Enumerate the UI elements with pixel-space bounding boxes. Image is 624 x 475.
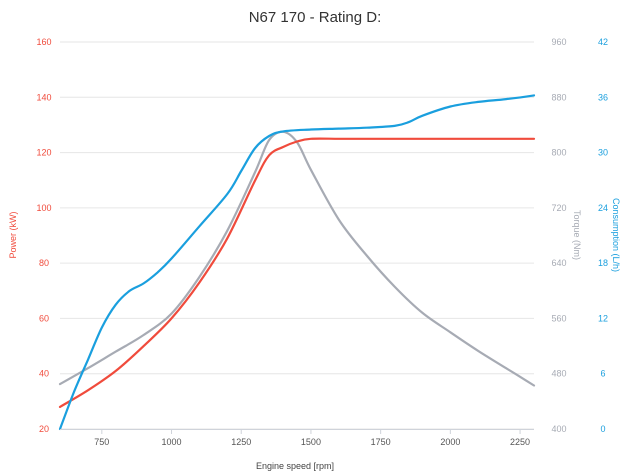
torque-tick-label: 960 [551,37,566,47]
x-tick-label: 2000 [440,437,460,447]
x-tick-label: 1250 [231,437,251,447]
consumption-line [58,94,536,431]
consumption-tick-label: 30 [598,148,608,158]
power-tick-label: 160 [36,37,51,47]
power-tick-label: 60 [39,313,49,323]
power-line [58,137,536,408]
consumption-tick-label: 0 [600,424,605,434]
consumption-tick-label: 6 [600,369,605,379]
chart-title: N67 170 - Rating D: [249,9,382,26]
x-axis-title: Engine speed [rpm] [256,461,334,471]
power-tick-label: 20 [39,424,49,434]
x-tick-label: 1500 [301,437,321,447]
consumption-tick-label: 12 [598,313,608,323]
torque-axis-title: Torque (Nm) [572,210,582,260]
torque-tick-label: 640 [551,258,566,268]
torque-tick-label: 800 [551,148,566,158]
power-tick-label: 80 [39,258,49,268]
x-tick-label: 2250 [510,437,530,447]
torque-line [58,130,536,387]
consumption-tick-label: 24 [598,203,608,213]
x-tick-label: 1750 [371,437,391,447]
consumption-tick-label: 42 [598,37,608,47]
torque-tick-label: 480 [551,369,566,379]
torque-tick-label: 880 [551,92,566,102]
torque-tick-label: 720 [551,203,566,213]
axes: 20 400 0 40 480 6 60 560 12 80 640 18 100 720 24 120 800… [36,37,608,447]
x-tick-label: 750 [94,437,109,447]
consumption-tick-label: 18 [598,258,608,268]
x-tick-label: 1000 [162,437,182,447]
power-tick-label: 100 [36,203,51,213]
series-lines [58,94,536,431]
power-tick-label: 40 [39,369,49,379]
consumption-tick-label: 36 [598,92,608,102]
torque-tick-label: 400 [551,424,566,434]
grid-lines [60,41,534,430]
power-axis-title: Power (kW) [8,211,18,258]
power-tick-label: 140 [36,92,51,102]
torque-tick-label: 560 [551,313,566,323]
consumption-axis-title: Consumption (L/h) [611,198,621,272]
power-tick-label: 120 [36,148,51,158]
